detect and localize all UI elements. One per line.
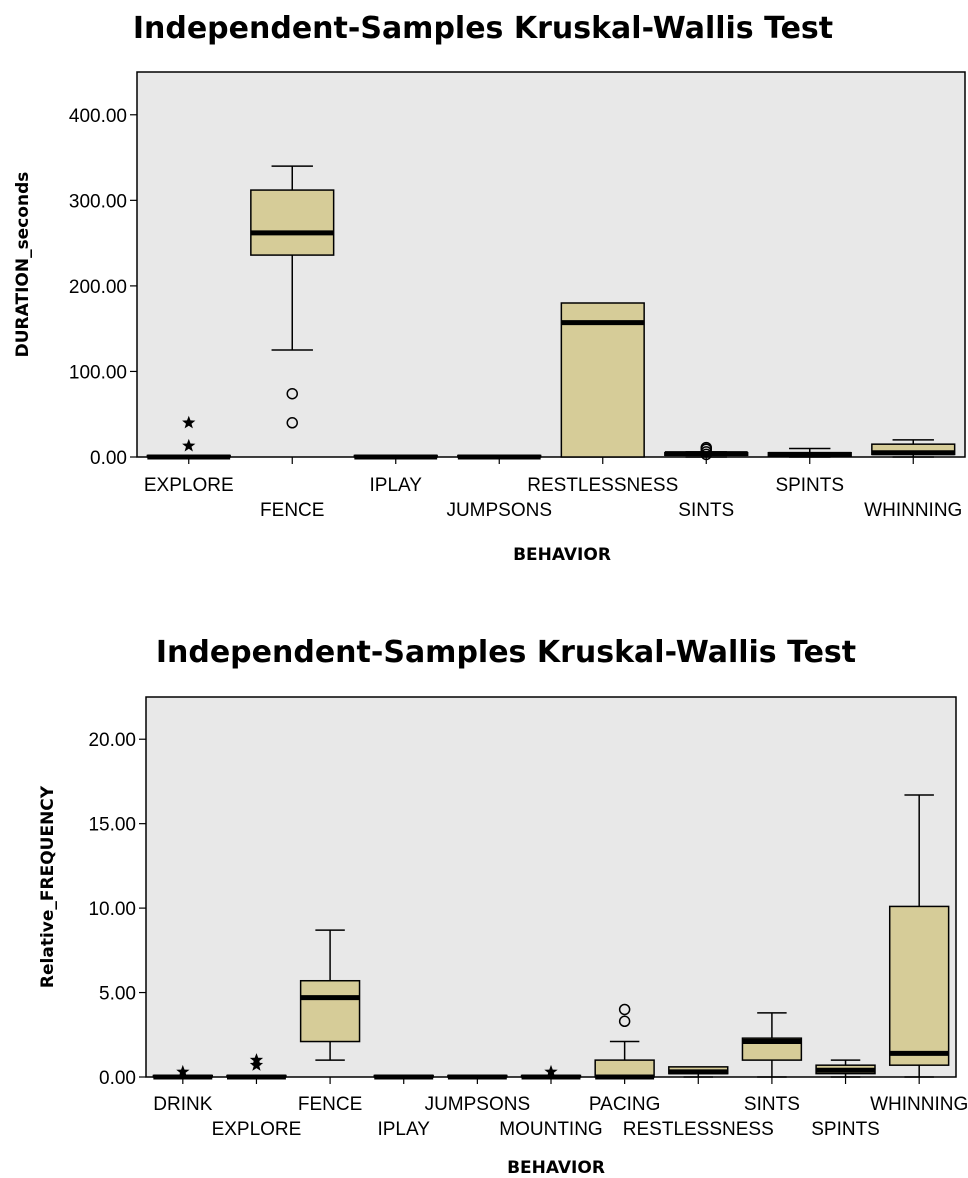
- x-tick-label: JUMPSONS: [446, 500, 552, 521]
- x-axis-label: BEHAVIOR: [513, 545, 611, 565]
- extreme-marker: [182, 415, 196, 429]
- relative-frequency-boxplot: Independent-Samples Kruskal-Wallis Test 0…: [38, 635, 968, 1178]
- x-tick-label: SINTS: [744, 1094, 800, 1115]
- x-tick-label: WHINNING: [870, 1094, 968, 1115]
- y-tick-label: 200.00: [69, 277, 127, 298]
- chart-relative-frequency: Independent-Samples Kruskal-Wallis Test 0…: [0, 622, 968, 1178]
- y-tick-label: 5.00: [99, 984, 136, 1005]
- x-axis-label: BEHAVIOR: [507, 1158, 605, 1178]
- outlier-marker: [286, 387, 298, 400]
- x-tick-label: IPLAY: [370, 475, 423, 496]
- extreme-marker: [176, 1064, 190, 1078]
- x-tick-label: EXPLORE: [212, 1119, 302, 1140]
- x-tick-label: PACING: [589, 1094, 660, 1115]
- x-tick-label: WHINNING: [864, 500, 962, 521]
- y-tick-label: 10.00: [88, 899, 136, 920]
- y-axis-label: Relative_FREQUENCY: [38, 785, 58, 988]
- outlier-marker: [700, 441, 712, 454]
- x-tick-label: DRINK: [153, 1094, 212, 1115]
- y-axis-label: DURATION_seconds: [13, 172, 33, 358]
- plot-area: [136, 71, 966, 458]
- y-tick-label: 400.00: [69, 106, 127, 127]
- box: [594, 1059, 655, 1078]
- box: [560, 302, 645, 458]
- extreme-marker: [544, 1064, 558, 1078]
- x-tick-label: FENCE: [260, 500, 324, 521]
- chart-title: Independent-Samples Kruskal-Wallis Test: [133, 11, 833, 46]
- chart-duration: Independent-Samples Kruskal-Wallis Test 0…: [0, 0, 968, 580]
- x-tick-label: RESTLESSNESS: [623, 1119, 774, 1140]
- x-tick-label: EXPLORE: [144, 475, 234, 496]
- chart-title: Independent-Samples Kruskal-Wallis Test: [156, 635, 856, 670]
- y-tick-label: 20.00: [88, 730, 136, 751]
- outlier-marker: [618, 1003, 631, 1016]
- plot-area: [145, 696, 957, 1078]
- duration-boxplot: Independent-Samples Kruskal-Wallis Test 0…: [13, 11, 966, 565]
- outlier-marker: [286, 417, 298, 429]
- outlier-marker: [618, 1015, 631, 1028]
- extreme-marker: [249, 1058, 264, 1071]
- x-tick-label: RESTLESSNESS: [527, 475, 678, 496]
- y-tick-label: 0.00: [90, 448, 127, 469]
- x-tick-label: SPINTS: [775, 475, 844, 496]
- extreme-marker: [249, 1053, 264, 1066]
- y-tick-label: 300.00: [69, 191, 127, 212]
- x-tick-label: MOUNTING: [499, 1119, 602, 1140]
- extreme-marker: [182, 438, 196, 452]
- x-tick-label: IPLAY: [377, 1119, 430, 1140]
- y-tick-label: 15.00: [88, 815, 136, 836]
- box: [888, 905, 950, 1066]
- x-tick-label: JUMPSONS: [425, 1094, 531, 1115]
- x-tick-label: SPINTS: [811, 1119, 880, 1140]
- x-tick-label: SINTS: [678, 500, 734, 521]
- x-tick-label: FENCE: [298, 1094, 362, 1115]
- y-tick-label: 0.00: [99, 1068, 136, 1089]
- box: [250, 189, 335, 256]
- y-tick-label: 100.00: [69, 362, 127, 383]
- box: [299, 979, 361, 1043]
